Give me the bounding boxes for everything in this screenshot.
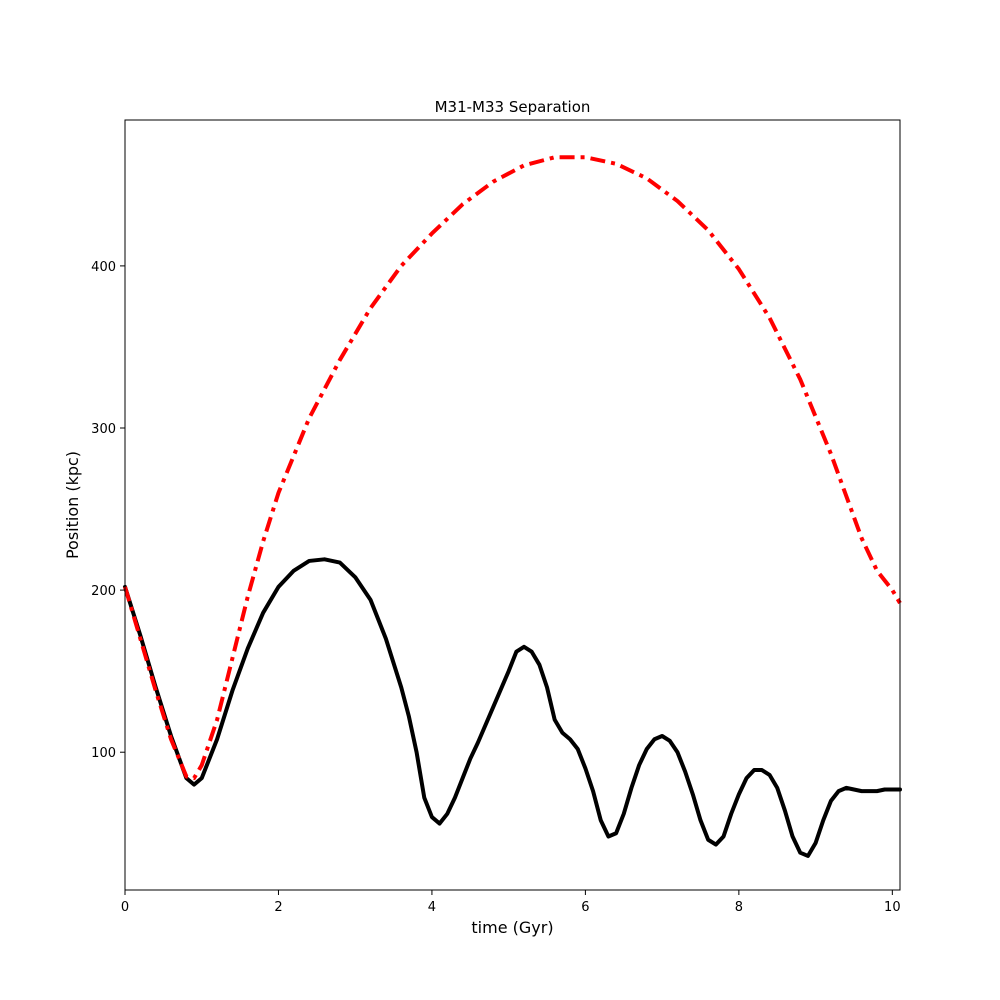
y-tick-label: 100 <box>91 746 116 761</box>
x-tick-label: 8 <box>735 900 743 915</box>
chart-title: M31-M33 Separation <box>435 98 591 116</box>
x-axis-ticks: 0 2 4 6 8 10 <box>121 890 901 915</box>
plot-frame <box>124 119 901 891</box>
y-tick-label: 400 <box>91 260 116 275</box>
series-layer <box>123 155 902 858</box>
series-line-2 <box>123 155 902 781</box>
y-axis-ticks: 100 200 300 400 <box>91 260 125 761</box>
y-axis-label: Position (kpc) <box>63 451 82 559</box>
x-tick-label: 6 <box>581 900 589 915</box>
x-tick-label: 4 <box>428 900 436 915</box>
x-tick-label: 0 <box>121 900 129 915</box>
y-tick-label: 300 <box>91 422 116 437</box>
x-tick-label: 10 <box>884 900 901 915</box>
x-axis-label: time (Gyr) <box>471 918 553 937</box>
y-tick-label: 200 <box>91 584 116 599</box>
series-line-1 <box>123 557 902 858</box>
x-tick-label: 2 <box>274 900 282 915</box>
